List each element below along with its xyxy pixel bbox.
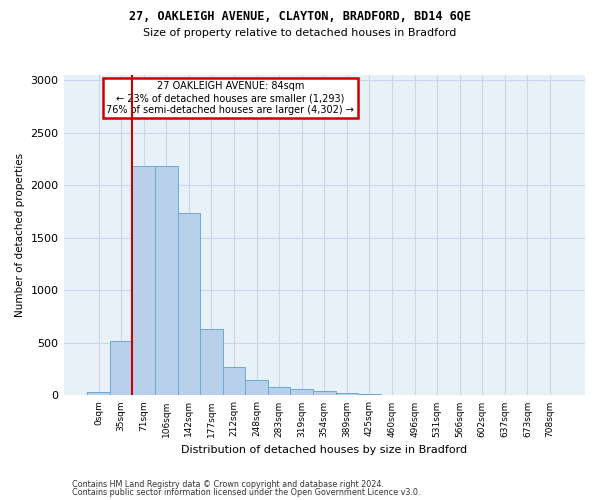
X-axis label: Distribution of detached houses by size in Bradford: Distribution of detached houses by size … bbox=[181, 445, 467, 455]
Bar bbox=[223, 367, 245, 396]
Text: 27 OAKLEIGH AVENUE: 84sqm
← 23% of detached houses are smaller (1,293)
76% of se: 27 OAKLEIGH AVENUE: 84sqm ← 23% of detac… bbox=[106, 82, 355, 114]
Bar bbox=[110, 341, 133, 396]
Text: Contains HM Land Registry data © Crown copyright and database right 2024.: Contains HM Land Registry data © Crown c… bbox=[72, 480, 384, 489]
Bar bbox=[87, 392, 110, 396]
Text: 27, OAKLEIGH AVENUE, CLAYTON, BRADFORD, BD14 6QE: 27, OAKLEIGH AVENUE, CLAYTON, BRADFORD, … bbox=[129, 10, 471, 23]
Bar bbox=[290, 389, 313, 396]
Bar bbox=[155, 166, 178, 396]
Bar bbox=[133, 166, 155, 396]
Bar bbox=[200, 328, 223, 396]
Bar bbox=[335, 393, 358, 396]
Text: Size of property relative to detached houses in Bradford: Size of property relative to detached ho… bbox=[143, 28, 457, 38]
Bar bbox=[178, 212, 200, 396]
Bar bbox=[358, 394, 381, 396]
Bar bbox=[245, 380, 268, 396]
Bar bbox=[403, 395, 426, 396]
Text: Contains public sector information licensed under the Open Government Licence v3: Contains public sector information licen… bbox=[72, 488, 421, 497]
Y-axis label: Number of detached properties: Number of detached properties bbox=[15, 153, 25, 318]
Bar bbox=[268, 387, 290, 396]
Bar bbox=[313, 390, 335, 396]
Bar bbox=[381, 394, 403, 396]
